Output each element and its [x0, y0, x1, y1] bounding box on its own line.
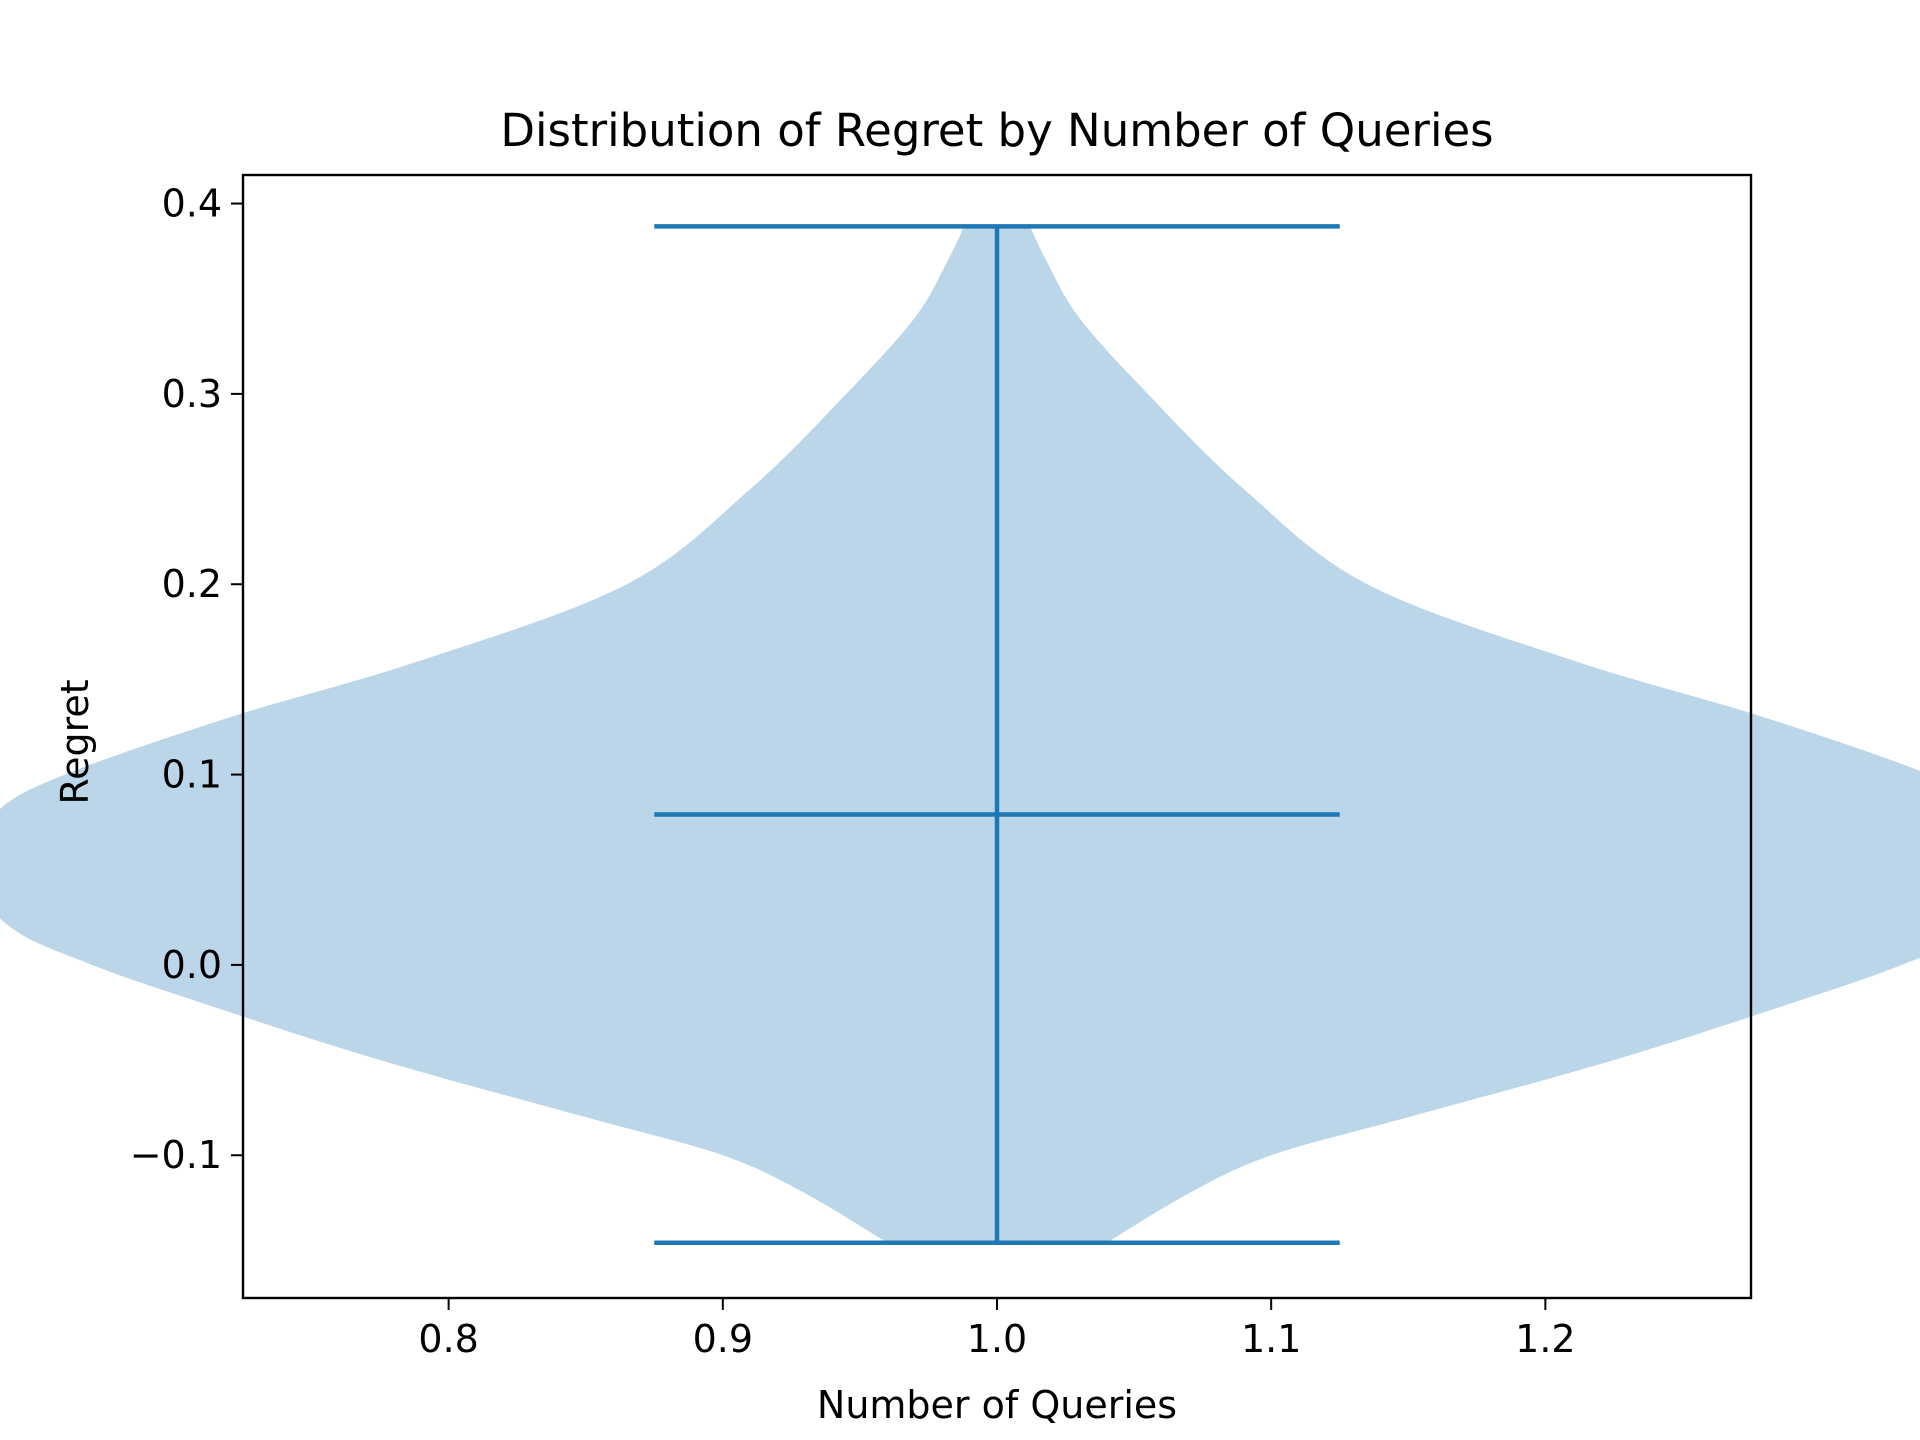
y-tick-label: 0.1: [162, 753, 222, 797]
x-axis-label: Number of Queries: [817, 1383, 1177, 1427]
x-tick-label: 1.0: [967, 1317, 1027, 1361]
x-tick-label: 1.2: [1515, 1317, 1575, 1361]
x-tick-label: 0.9: [693, 1317, 753, 1361]
x-tick-label: 1.1: [1241, 1317, 1301, 1361]
y-axis-ticks: −0.1 0.0 0.1 0.2 0.3 0.4: [130, 182, 243, 1177]
y-tick-label: 0.4: [162, 182, 222, 226]
y-tick-label: 0.3: [162, 372, 222, 416]
y-tick-label: 0.2: [162, 562, 222, 606]
y-axis-label: Regret: [53, 679, 97, 804]
x-axis-ticks: 0.8 0.9 1.0 1.1 1.2: [418, 1298, 1576, 1361]
chart-title: Distribution of Regret by Number of Quer…: [500, 104, 1493, 157]
plot-area: [0, 224, 1920, 1246]
y-tick-label: −0.1: [130, 1133, 222, 1177]
x-tick-label: 0.8: [418, 1317, 478, 1361]
violin-body-0: [0, 226, 1920, 1243]
y-tick-label: 0.0: [162, 943, 222, 987]
